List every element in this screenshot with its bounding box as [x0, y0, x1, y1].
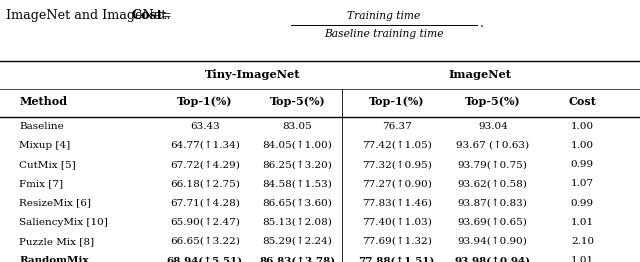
Text: 1.01: 1.01 [571, 256, 594, 262]
Text: 93.87(↑0.83): 93.87(↑0.83) [458, 199, 528, 208]
Text: 77.88(↑1.51): 77.88(↑1.51) [358, 256, 435, 262]
Text: 84.58(↑1.53): 84.58(↑1.53) [262, 179, 333, 188]
Text: Mixup [4]: Mixup [4] [19, 141, 70, 150]
Text: 83.05: 83.05 [283, 122, 312, 131]
Text: 2.10: 2.10 [571, 237, 594, 246]
Text: 93.94(↑0.90): 93.94(↑0.90) [458, 237, 528, 246]
Text: 77.27(↑0.90): 77.27(↑0.90) [362, 179, 432, 188]
Text: Top-5(%): Top-5(%) [270, 96, 325, 107]
Text: 67.72(↑4.29): 67.72(↑4.29) [170, 160, 240, 169]
Text: 86.83(↑3.78): 86.83(↑3.78) [260, 256, 335, 262]
Text: 86.25(↑3.20): 86.25(↑3.20) [262, 160, 333, 169]
Text: Fmix [7]: Fmix [7] [19, 179, 63, 188]
Text: 66.65(↑3.22): 66.65(↑3.22) [170, 237, 240, 246]
Text: Training time: Training time [348, 11, 420, 21]
Text: Baseline training time: Baseline training time [324, 29, 444, 40]
Text: 0.99: 0.99 [571, 160, 594, 169]
Text: ResizeMix [6]: ResizeMix [6] [19, 199, 92, 208]
Text: 93.69(↑0.65): 93.69(↑0.65) [458, 218, 528, 227]
Text: 86.65(↑3.60): 86.65(↑3.60) [262, 199, 333, 208]
Text: 1.00: 1.00 [571, 122, 594, 131]
Text: Baseline: Baseline [19, 122, 64, 131]
Text: Tiny-ImageNet: Tiny-ImageNet [205, 69, 301, 80]
Text: RandomMix: RandomMix [19, 256, 89, 262]
Text: Top-1(%): Top-1(%) [369, 96, 424, 107]
Text: ImageNet and ImageNet.: ImageNet and ImageNet. [6, 9, 175, 22]
Text: 76.37: 76.37 [382, 122, 412, 131]
Text: 85.13(↑2.08): 85.13(↑2.08) [262, 218, 333, 227]
Text: 84.05(↑1.00): 84.05(↑1.00) [262, 141, 333, 150]
Text: Puzzle Mix [8]: Puzzle Mix [8] [19, 237, 94, 246]
Text: SaliencyMix [10]: SaliencyMix [10] [19, 218, 108, 227]
Text: 77.40(↑1.03): 77.40(↑1.03) [362, 218, 432, 227]
Text: Cost: Cost [131, 9, 163, 22]
Text: 77.69(↑1.32): 77.69(↑1.32) [362, 237, 432, 246]
Text: 85.29(↑2.24): 85.29(↑2.24) [262, 237, 333, 246]
Text: 1.07: 1.07 [571, 179, 594, 188]
Text: Method: Method [19, 96, 67, 107]
Text: 0.99: 0.99 [571, 199, 594, 208]
Text: 67.71(↑4.28): 67.71(↑4.28) [170, 199, 240, 208]
Text: 1.01: 1.01 [571, 218, 594, 227]
Text: 63.43: 63.43 [190, 122, 220, 131]
Text: CutMix [5]: CutMix [5] [19, 160, 76, 169]
Text: 77.42(↑1.05): 77.42(↑1.05) [362, 141, 432, 150]
Text: Cost: Cost [568, 96, 596, 107]
Text: 93.04: 93.04 [478, 122, 508, 131]
Text: 68.94(↑5.51): 68.94(↑5.51) [167, 256, 243, 262]
Text: =: = [157, 9, 175, 22]
Text: Top-1(%): Top-1(%) [177, 96, 232, 107]
Text: 93.79(↑0.75): 93.79(↑0.75) [458, 160, 528, 169]
Text: 93.67 (↑0.63): 93.67 (↑0.63) [456, 141, 529, 150]
Text: .: . [480, 18, 484, 30]
Text: ImageNet: ImageNet [449, 69, 511, 80]
Text: 64.77(↑1.34): 64.77(↑1.34) [170, 141, 240, 150]
Text: 77.32(↑0.95): 77.32(↑0.95) [362, 160, 432, 169]
Text: 77.83(↑1.46): 77.83(↑1.46) [362, 199, 432, 208]
Text: Top-5(%): Top-5(%) [465, 96, 520, 107]
Text: 66.18(↑2.75): 66.18(↑2.75) [170, 179, 240, 188]
Text: 65.90(↑2.47): 65.90(↑2.47) [170, 218, 240, 227]
Text: 93.98(↑0.94): 93.98(↑0.94) [455, 256, 531, 262]
Text: 93.62(↑0.58): 93.62(↑0.58) [458, 179, 528, 188]
Text: 1.00: 1.00 [571, 141, 594, 150]
